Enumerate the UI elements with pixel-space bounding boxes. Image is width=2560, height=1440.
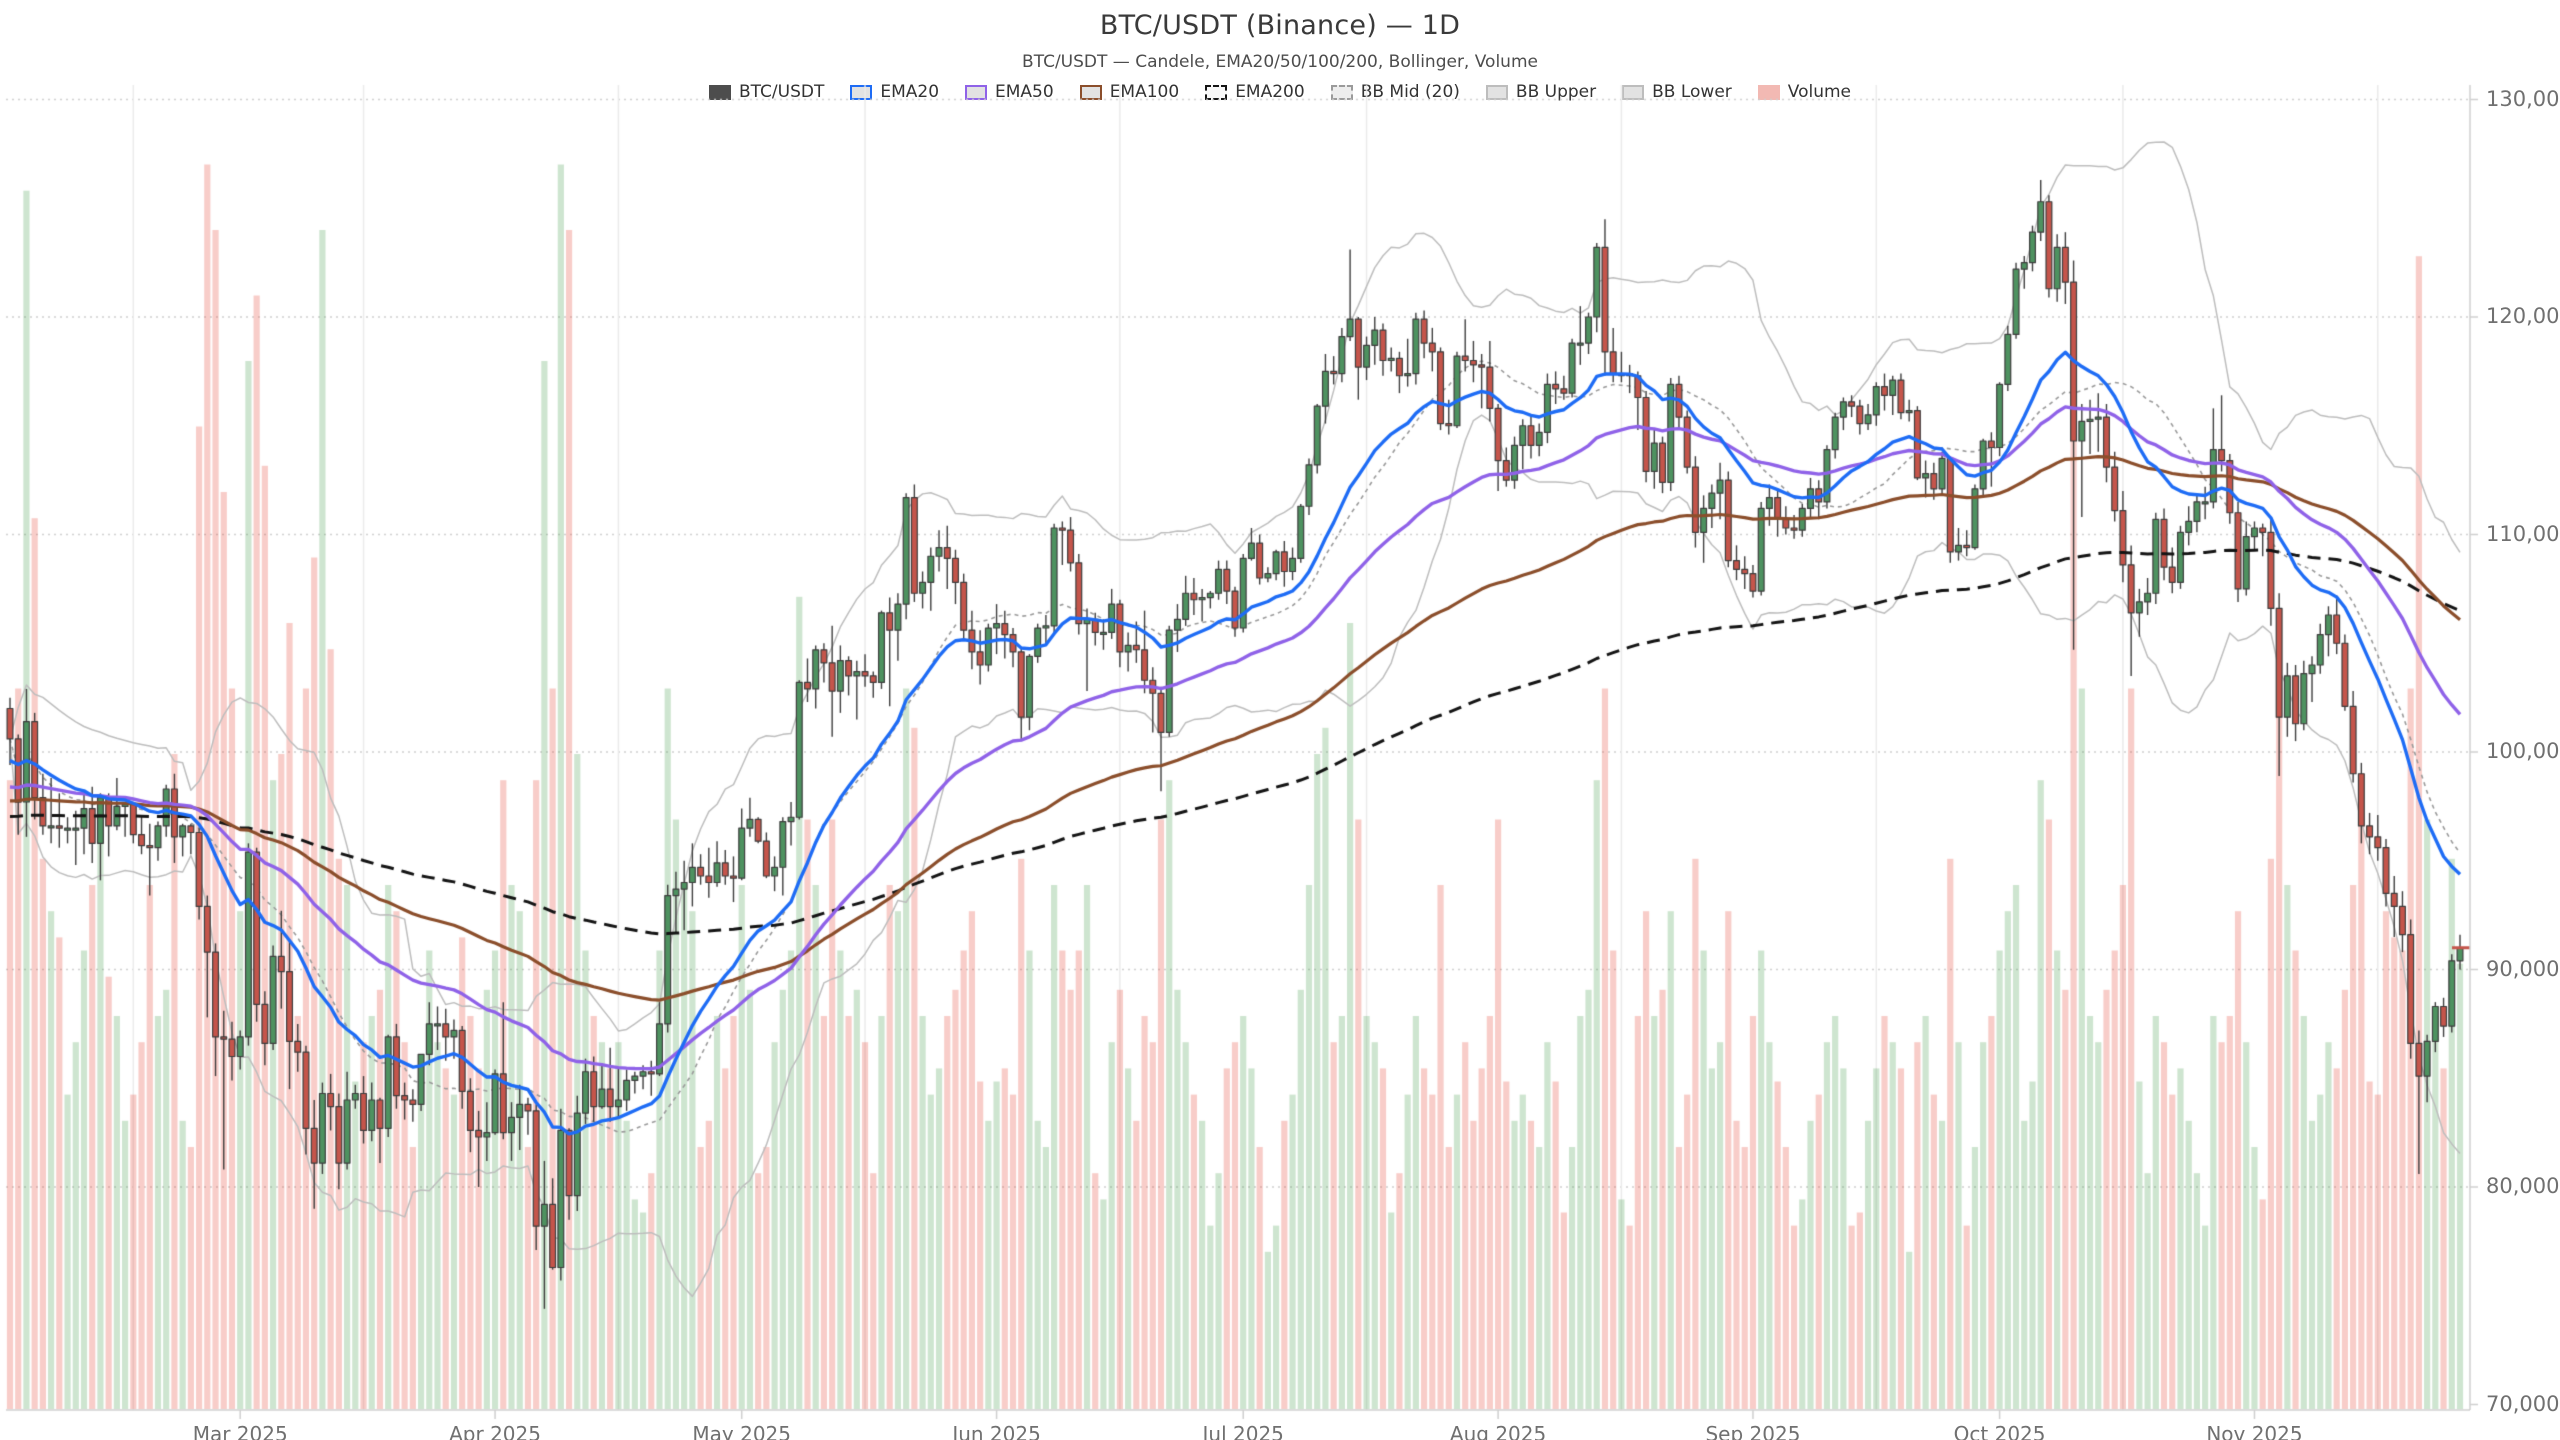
x-axis-label: Aug 2025 [1449, 1422, 1547, 1440]
y-axis-label: 110,000 [2486, 521, 2560, 546]
x-axis-label: May 2025 [692, 1422, 791, 1440]
y-axis-label: 130,000 [2486, 86, 2560, 111]
x-axis-label: Jul 2025 [1202, 1422, 1284, 1440]
y-axis-label: 90,000 [2486, 956, 2560, 981]
x-axis-label: Jun 2025 [952, 1422, 1041, 1440]
x-axis-label: Apr 2025 [449, 1422, 541, 1440]
x-axis-label: Nov 2025 [2206, 1422, 2303, 1440]
y-axis-label: 120,000 [2486, 304, 2560, 328]
x-axis-label: Mar 2025 [192, 1422, 288, 1440]
x-axis-label: Oct 2025 [1953, 1422, 2046, 1440]
y-axis-label: 100,000 [2486, 739, 2560, 763]
y-axis-label: 80,000 [2486, 1174, 2560, 1198]
x-axis-label: Sep 2025 [1705, 1422, 1801, 1440]
y-axis-label: 70,000 [2486, 1391, 2560, 1416]
